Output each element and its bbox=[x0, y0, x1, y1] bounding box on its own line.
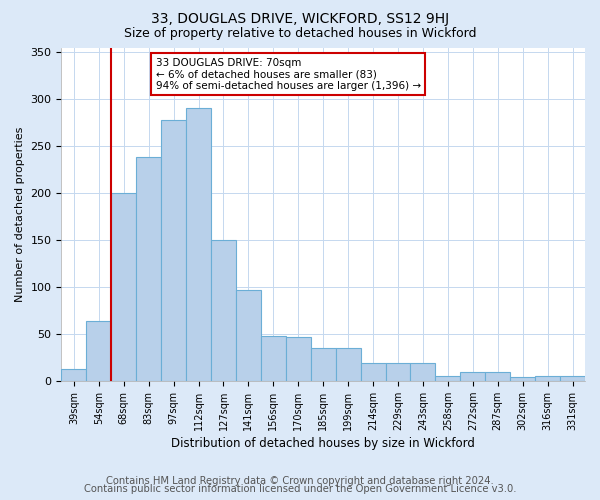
Text: 33 DOUGLAS DRIVE: 70sqm
← 6% of detached houses are smaller (83)
94% of semi-det: 33 DOUGLAS DRIVE: 70sqm ← 6% of detached… bbox=[155, 58, 421, 90]
Text: 33, DOUGLAS DRIVE, WICKFORD, SS12 9HJ: 33, DOUGLAS DRIVE, WICKFORD, SS12 9HJ bbox=[151, 12, 449, 26]
Bar bbox=[61, 368, 86, 381]
Bar bbox=[236, 290, 261, 381]
Text: Contains HM Land Registry data © Crown copyright and database right 2024.: Contains HM Land Registry data © Crown c… bbox=[106, 476, 494, 486]
Bar bbox=[186, 108, 211, 381]
Bar bbox=[211, 240, 236, 381]
Bar bbox=[535, 376, 560, 381]
Bar bbox=[261, 336, 286, 381]
Text: Size of property relative to detached houses in Wickford: Size of property relative to detached ho… bbox=[124, 28, 476, 40]
Bar bbox=[86, 320, 111, 381]
Y-axis label: Number of detached properties: Number of detached properties bbox=[15, 126, 25, 302]
Bar bbox=[111, 193, 136, 381]
Bar bbox=[560, 376, 585, 381]
Bar bbox=[361, 363, 386, 381]
Bar bbox=[410, 363, 436, 381]
Bar bbox=[436, 376, 460, 381]
Bar bbox=[136, 158, 161, 381]
Bar bbox=[386, 363, 410, 381]
Bar bbox=[286, 336, 311, 381]
Bar bbox=[510, 377, 535, 381]
Bar bbox=[485, 372, 510, 381]
Bar bbox=[335, 348, 361, 381]
X-axis label: Distribution of detached houses by size in Wickford: Distribution of detached houses by size … bbox=[171, 437, 475, 450]
Bar bbox=[460, 372, 485, 381]
Text: Contains public sector information licensed under the Open Government Licence v3: Contains public sector information licen… bbox=[84, 484, 516, 494]
Bar bbox=[311, 348, 335, 381]
Bar bbox=[161, 120, 186, 381]
